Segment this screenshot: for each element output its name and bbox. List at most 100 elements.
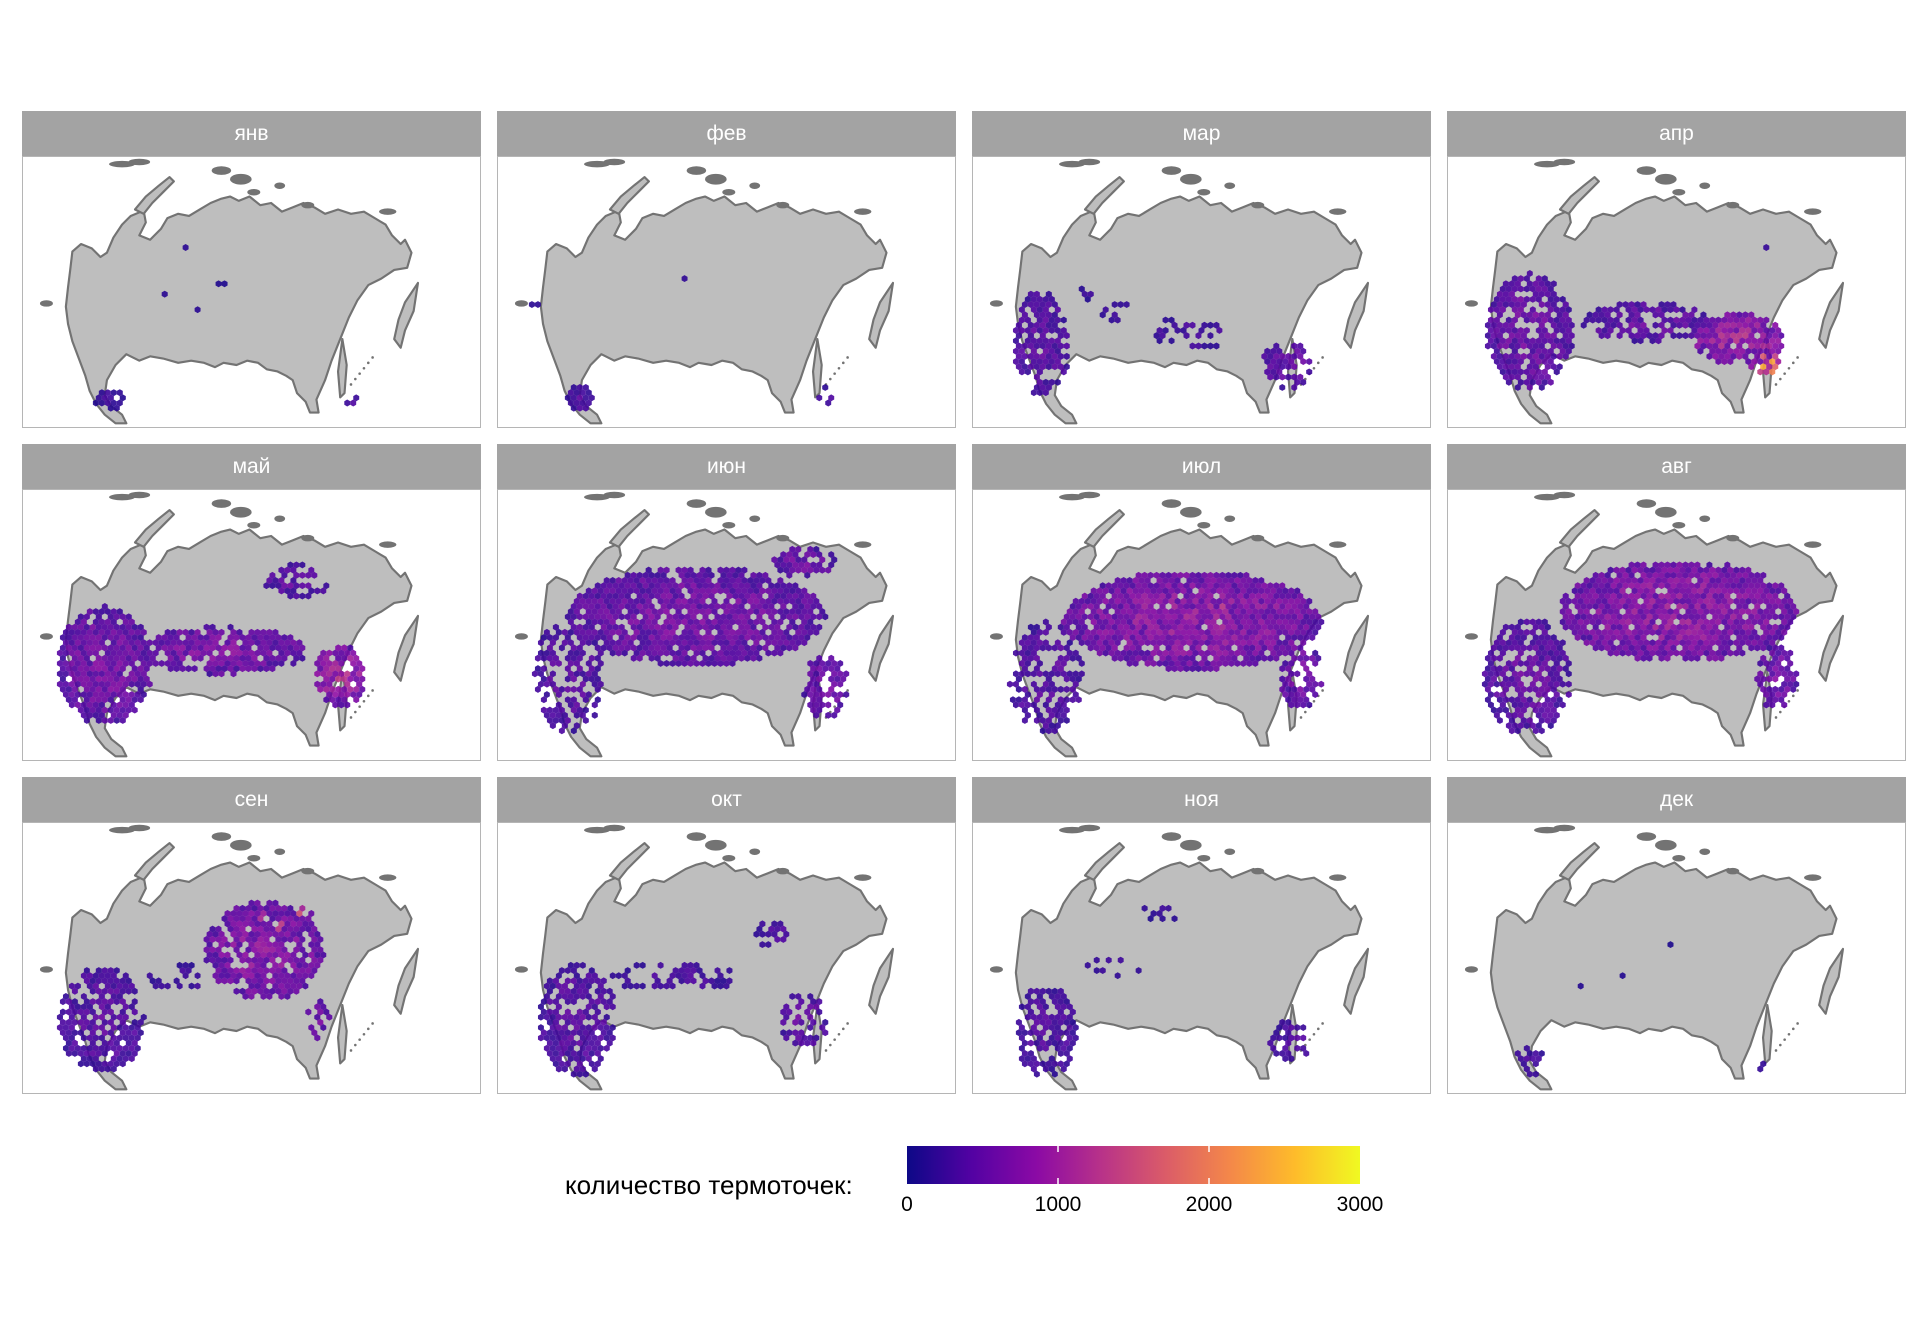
hexbin-cell [1577,587,1584,595]
hexbin-cell [1550,321,1557,329]
hexbin-cell [1724,321,1731,329]
hexbin-cell [645,577,652,584]
hexbin-cell [1273,373,1280,381]
hexbin-cell [1544,654,1551,662]
hexbin-cell [1484,321,1491,329]
hexbin-cell [1237,644,1244,652]
hexbin-cell [1282,608,1289,616]
facet-panel: дек [1447,777,1906,1094]
hexbin-cell [68,628,75,636]
hexbin-cell [645,618,652,626]
hexbin-cell [1075,602,1082,610]
land-kuril-island [371,1022,374,1025]
hexbin-cell [248,982,255,990]
hexbin-cell [248,992,255,1000]
hexbin-cell [1688,571,1695,579]
hexbin-cell [248,659,255,667]
hexbin-cell [1147,592,1154,600]
hexbin-cell [305,571,312,579]
hexbin-cell [1300,628,1307,636]
hexbin-cell [639,608,646,616]
hexbin-cell [299,935,306,943]
hexbin-cell [305,592,312,600]
hexbin-cell [552,685,559,693]
hexbin-cell [266,941,273,949]
hexbin-cell [1294,670,1301,678]
hexbin-cell [1285,696,1292,704]
hexbin-cell [1784,654,1791,662]
hexbin-cell [597,680,604,688]
hexbin-cell [1550,644,1557,652]
hexbin-cell [633,628,640,636]
hexbin-cell [579,389,586,397]
hexbin-cell [1294,701,1301,709]
hexbin-cell [708,623,715,631]
hexbin-cell [645,628,652,636]
hexbin-cell [726,967,733,974]
hexbin-cell [1264,608,1271,616]
hexbin-cell [1153,582,1160,590]
hexbin-cell [1766,592,1773,600]
hexbin-cell [1526,280,1533,288]
hexbin-cell [179,644,186,652]
hexbin-cell [717,577,724,584]
hexbin-cell [1126,639,1133,647]
hexbin-cell [1270,587,1277,595]
land-kamchatka [1818,947,1845,1015]
hexbin-cell [104,982,111,990]
hexbin-cell [777,639,784,647]
hexbin-cell [1529,368,1536,376]
hexbin-cell [1721,587,1728,595]
hexbin-cell [720,654,727,662]
hexbin-cell [1051,342,1058,350]
hexbin-cell [1189,321,1196,329]
land-kamchatka [1818,614,1845,682]
hexbin-cell [1060,992,1067,1000]
hexbin-cell [173,654,180,662]
hexbin-cell [188,982,195,990]
hexbin-cell [311,571,318,579]
hexbin-cell [711,649,718,657]
hexbin-cell [1135,613,1142,621]
hexbin-cell [1288,358,1295,365]
hexbin-cell [1619,628,1626,636]
hexbin-cell [576,592,583,600]
hexbin-cell [648,613,655,621]
hexbin-cell [236,910,243,917]
hexbin-cell [648,634,655,641]
hexbin-cell [1586,592,1593,600]
hexbin-cell [1018,358,1025,365]
hexbin-cell [1045,1039,1052,1047]
hexbin-cell [732,644,739,652]
hexbin-cell [606,623,613,631]
hexbin-cell [71,1018,78,1026]
hexbin-cell [687,628,694,636]
hexbin-cell [1060,1003,1067,1011]
hexbin-cell [663,587,670,595]
hexbin-cell [789,587,796,595]
hexbin-cell [1135,967,1142,974]
hexbin-cell [1592,582,1599,590]
hexbin-cell [1634,582,1641,590]
hexbin-cell [224,920,231,928]
hexbin-cell [293,977,300,985]
hexbin-cell [1123,592,1130,600]
hexbin-cell [1541,275,1548,283]
hexbin-cell [110,1055,117,1063]
hexbin-cell [1210,577,1217,584]
hexbin-cell [1703,587,1710,595]
land-island [1699,848,1711,855]
hexbin-cell [221,915,228,923]
hexbin-cell [1027,987,1034,995]
hexbin-cell [582,404,589,412]
hexbin-cell [1640,571,1647,579]
hexbin-cell [828,685,835,693]
hexbin-cell [1273,1050,1280,1057]
hexbin-cell [621,628,628,636]
hexbin-cell [744,582,751,590]
hexbin-cell [65,685,72,693]
hexbin-cell [236,930,243,938]
hexbin-cell [1712,571,1719,579]
hexbin-cell [702,592,709,600]
hexbin-cell [702,571,709,579]
